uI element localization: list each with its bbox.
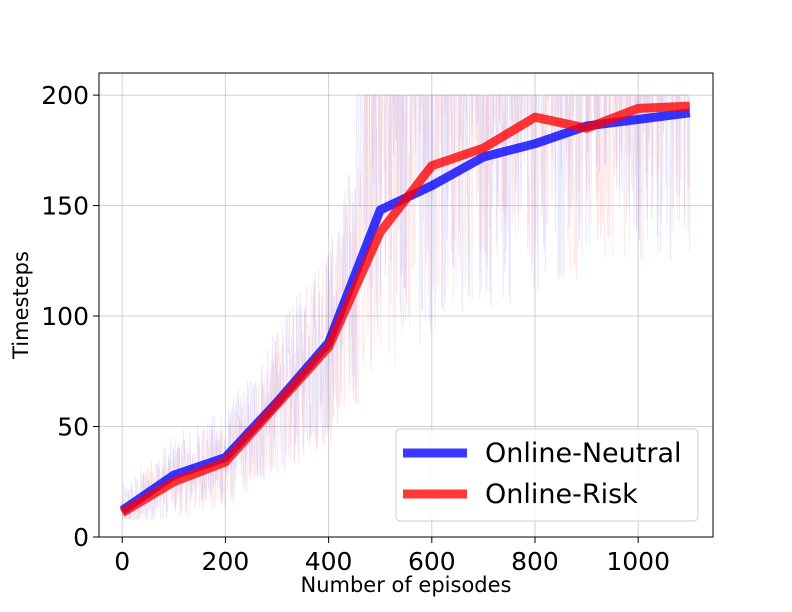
x-axis-ticks: 0 200 400 600 800 1000	[114, 537, 670, 576]
series-lines	[119, 101, 691, 517]
x-tick-label: 400	[305, 547, 353, 576]
legend-label-neutral: Online-Neutral	[485, 438, 682, 469]
x-tick-label: 0	[114, 547, 130, 576]
y-axis-label: Timesteps	[9, 251, 33, 360]
series-line-risk	[119, 101, 691, 517]
x-tick-label: 200	[202, 547, 250, 576]
legend-box	[395, 428, 699, 522]
y-tick-label: 50	[57, 413, 89, 442]
y-tick-label: 150	[41, 192, 89, 221]
x-axis-label: Number of episodes	[300, 573, 511, 597]
y-tick-label: 200	[41, 81, 89, 110]
plot-frame	[98, 72, 714, 538]
raw-trace-0	[121, 94, 691, 520]
y-tick-label: 100	[41, 302, 89, 331]
legend: Online-Neutral Online-Risk	[395, 428, 699, 522]
legend-label-risk: Online-Risk	[485, 479, 638, 510]
x-tick-label: 600	[408, 547, 456, 576]
x-tick-label: 800	[511, 547, 559, 576]
y-tick-label: 0	[73, 523, 89, 552]
x-tick-label: 1000	[606, 547, 670, 576]
y-axis-ticks: 0 50 100 150 200	[41, 81, 99, 552]
